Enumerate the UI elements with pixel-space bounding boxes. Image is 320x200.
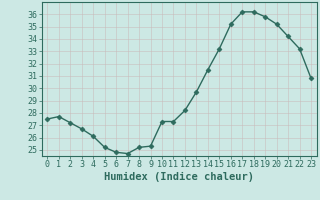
X-axis label: Humidex (Indice chaleur): Humidex (Indice chaleur) — [104, 172, 254, 182]
